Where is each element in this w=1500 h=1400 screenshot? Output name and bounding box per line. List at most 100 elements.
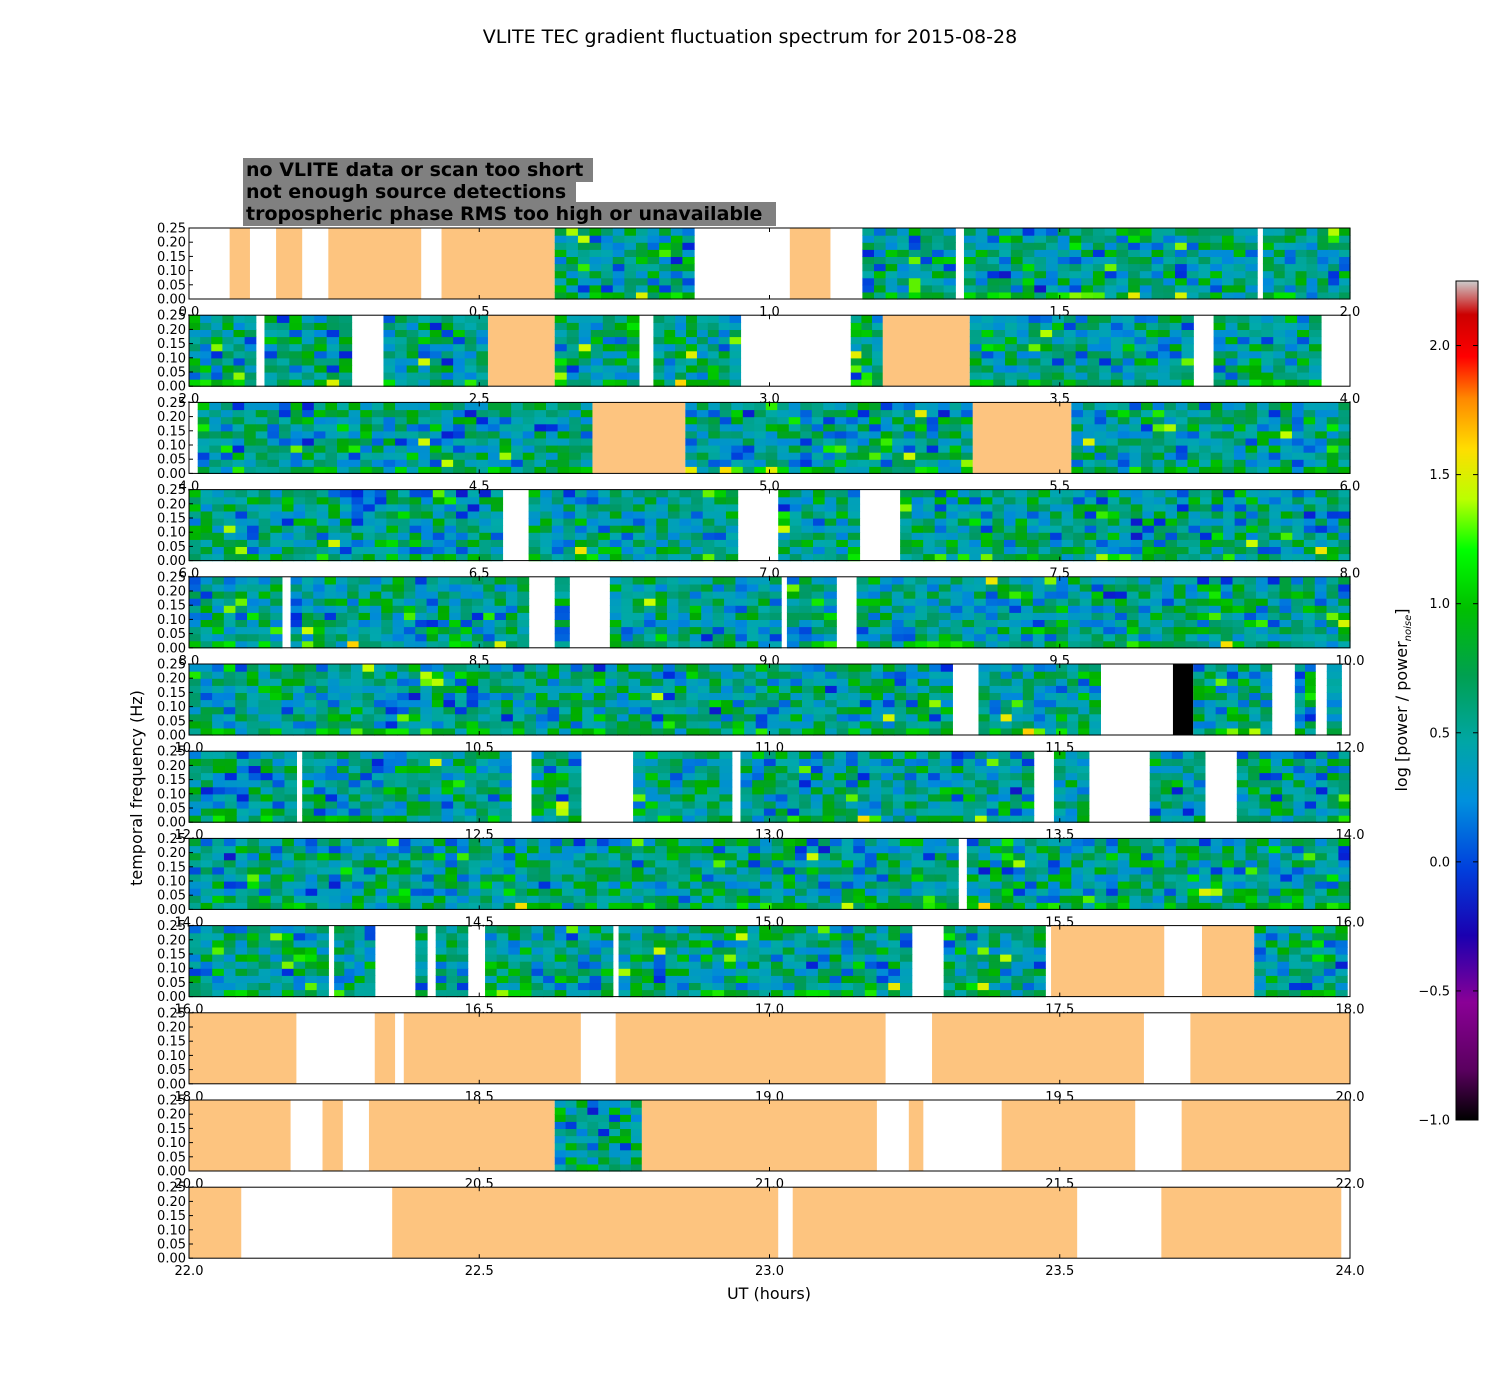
- heatmap-cell: [647, 270, 660, 279]
- heatmap-cell: [1052, 379, 1065, 387]
- heatmap-cell: [801, 546, 814, 555]
- heatmap-cell: [1096, 489, 1109, 498]
- heatmap-cell: [981, 329, 994, 338]
- heatmap-cell: [1268, 437, 1281, 446]
- heatmap-cell: [906, 664, 919, 672]
- heatmap-cell: [589, 291, 602, 300]
- heatmap-cell: [1262, 263, 1275, 272]
- heatmap-cell: [1176, 489, 1190, 498]
- heatmap-cell: [691, 532, 704, 540]
- heatmap-cell: [857, 416, 870, 425]
- heatmap-cell: [1220, 576, 1234, 585]
- heatmap-cell: [846, 416, 859, 425]
- heatmap-cell: [247, 633, 260, 642]
- heatmap-cell: [932, 235, 945, 243]
- heatmap-cell: [316, 532, 329, 540]
- heatmap-cell: [524, 692, 537, 701]
- heatmap-cell: [940, 713, 953, 722]
- heatmap-cell: [656, 510, 669, 519]
- heatmap-cell: [258, 626, 271, 635]
- heatmap-cell: [656, 503, 669, 512]
- heatmap-cell: [381, 576, 394, 585]
- heatmap-cell: [1153, 510, 1167, 519]
- heatmap-cell: [395, 336, 408, 345]
- heatmap-cell: [316, 699, 329, 708]
- heatmap-cell: [363, 510, 376, 519]
- heatmap-cell: [189, 546, 202, 555]
- heatmap-cell: [985, 598, 999, 606]
- heatmap-cell: [1326, 532, 1340, 540]
- heatmap-cell: [1210, 402, 1223, 411]
- heatmap-cell: [327, 713, 340, 722]
- heatmap-cell: [1022, 685, 1035, 693]
- heatmap-cell: [1261, 315, 1274, 323]
- heatmap-cell: [189, 692, 202, 701]
- heatmap-cell: [223, 706, 236, 715]
- heatmap-cell: [1338, 576, 1351, 585]
- heatmap-cell: [566, 284, 579, 293]
- heatmap-cell: [1115, 591, 1128, 599]
- heatmap-cell: [374, 678, 387, 686]
- heatmap-cell: [1044, 706, 1057, 715]
- heatmap-cell: [313, 605, 326, 613]
- heatmap-cell: [1104, 242, 1118, 250]
- heatmap-cell: [189, 713, 202, 722]
- heatmap-cell: [1210, 459, 1223, 467]
- heatmap-cell: [1157, 322, 1171, 330]
- heatmap-cell: [479, 496, 492, 505]
- heatmap-cell: [232, 416, 245, 425]
- heatmap-cell: [1115, 633, 1128, 642]
- heatmap-cell: [1050, 503, 1063, 512]
- heatmap-cell: [1273, 228, 1286, 236]
- heatmap-cell: [1103, 612, 1116, 620]
- heatmap-cell: [200, 633, 213, 642]
- heatmap-cell: [934, 525, 947, 533]
- heatmap-cell: [1173, 591, 1187, 599]
- heatmap-cell: [1338, 503, 1351, 512]
- heatmap-cell: [765, 423, 778, 432]
- heatmap-cell: [1082, 466, 1096, 474]
- heatmap-cell: [769, 626, 782, 635]
- heatmap-cell: [1022, 277, 1035, 286]
- heatmap-cell: [1326, 633, 1339, 642]
- heatmap-cell: [578, 379, 592, 387]
- heatmap-cell: [616, 678, 630, 686]
- heatmap-cell: [429, 329, 443, 338]
- heatmap-cell: [557, 452, 570, 460]
- heatmap-cell: [1291, 409, 1305, 418]
- heatmap-cell: [559, 713, 572, 722]
- heatmap-cell: [647, 228, 660, 236]
- heatmap-cell: [1261, 357, 1274, 366]
- heatmap-cell: [653, 343, 665, 352]
- heatmap-cell: [869, 459, 882, 467]
- heatmap-cell: [1069, 291, 1082, 300]
- heatmap-cell: [557, 423, 570, 432]
- heatmap-cell: [978, 713, 991, 722]
- heatmap-cell: [1262, 270, 1275, 279]
- heatmap-cell: [1249, 350, 1262, 359]
- heatmap-cell: [1273, 249, 1286, 257]
- heatmap-cell: [246, 678, 259, 686]
- heatmap-cell: [1150, 633, 1163, 642]
- heatmap-cell: [276, 379, 290, 387]
- heatmap-cell: [769, 576, 782, 585]
- heatmap-cell: [301, 591, 314, 599]
- heatmap-cell: [911, 503, 924, 512]
- heatmap-cell: [1075, 322, 1089, 330]
- heatmap-cell: [1106, 402, 1119, 411]
- heatmap-cell: [616, 692, 630, 701]
- heatmap-cell: [1033, 671, 1046, 679]
- heatmap-cell: [811, 619, 825, 628]
- heatmap-cell: [1119, 518, 1132, 526]
- heatmap-cell: [325, 430, 338, 439]
- heatmap-cell: [989, 699, 1002, 708]
- heatmap-cell: [1046, 277, 1059, 286]
- heatmap-cell: [1173, 640, 1187, 649]
- heatmap-cell: [1222, 452, 1235, 460]
- heatmap-cell: [494, 583, 507, 592]
- heatmap-cell: [220, 466, 234, 474]
- heatmap-cell: [403, 612, 416, 620]
- segment-orange: [882, 315, 970, 387]
- heatmap-cell: [397, 664, 410, 672]
- heatmap-cell: [1050, 510, 1063, 519]
